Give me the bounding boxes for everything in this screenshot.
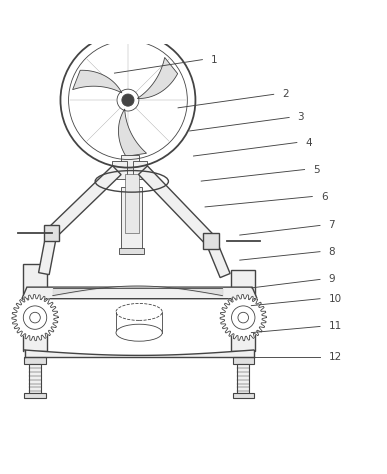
Polygon shape (119, 248, 144, 255)
Polygon shape (220, 294, 266, 341)
Circle shape (231, 306, 255, 329)
Polygon shape (121, 155, 139, 177)
Polygon shape (22, 299, 48, 306)
Polygon shape (39, 232, 57, 274)
Text: 11: 11 (329, 321, 342, 331)
Polygon shape (237, 364, 249, 393)
Circle shape (23, 306, 47, 329)
Polygon shape (233, 393, 254, 398)
Polygon shape (233, 357, 254, 364)
Text: 2: 2 (282, 89, 289, 100)
Polygon shape (125, 173, 139, 233)
Text: 12: 12 (329, 352, 342, 362)
Polygon shape (112, 161, 127, 180)
Text: 3: 3 (298, 112, 304, 122)
Polygon shape (231, 270, 255, 351)
Polygon shape (73, 70, 122, 93)
Text: 1: 1 (211, 55, 217, 64)
Polygon shape (29, 364, 41, 393)
Polygon shape (12, 294, 58, 341)
Polygon shape (22, 287, 257, 299)
Polygon shape (139, 166, 215, 245)
Text: 5: 5 (313, 164, 320, 174)
Text: 4: 4 (305, 137, 312, 147)
Polygon shape (133, 161, 147, 180)
Polygon shape (206, 239, 230, 278)
Polygon shape (121, 187, 142, 255)
Text: 6: 6 (321, 191, 327, 201)
Text: 9: 9 (329, 274, 335, 284)
Polygon shape (24, 393, 46, 398)
Polygon shape (203, 233, 219, 249)
Polygon shape (137, 57, 178, 99)
Polygon shape (231, 299, 256, 306)
Text: 7: 7 (329, 220, 335, 230)
Text: 8: 8 (329, 246, 335, 256)
Ellipse shape (116, 324, 162, 341)
Text: 10: 10 (329, 294, 342, 304)
Polygon shape (23, 264, 47, 351)
Circle shape (122, 94, 134, 106)
Polygon shape (24, 357, 46, 364)
Polygon shape (118, 109, 147, 156)
Polygon shape (44, 225, 59, 241)
Polygon shape (47, 166, 121, 237)
